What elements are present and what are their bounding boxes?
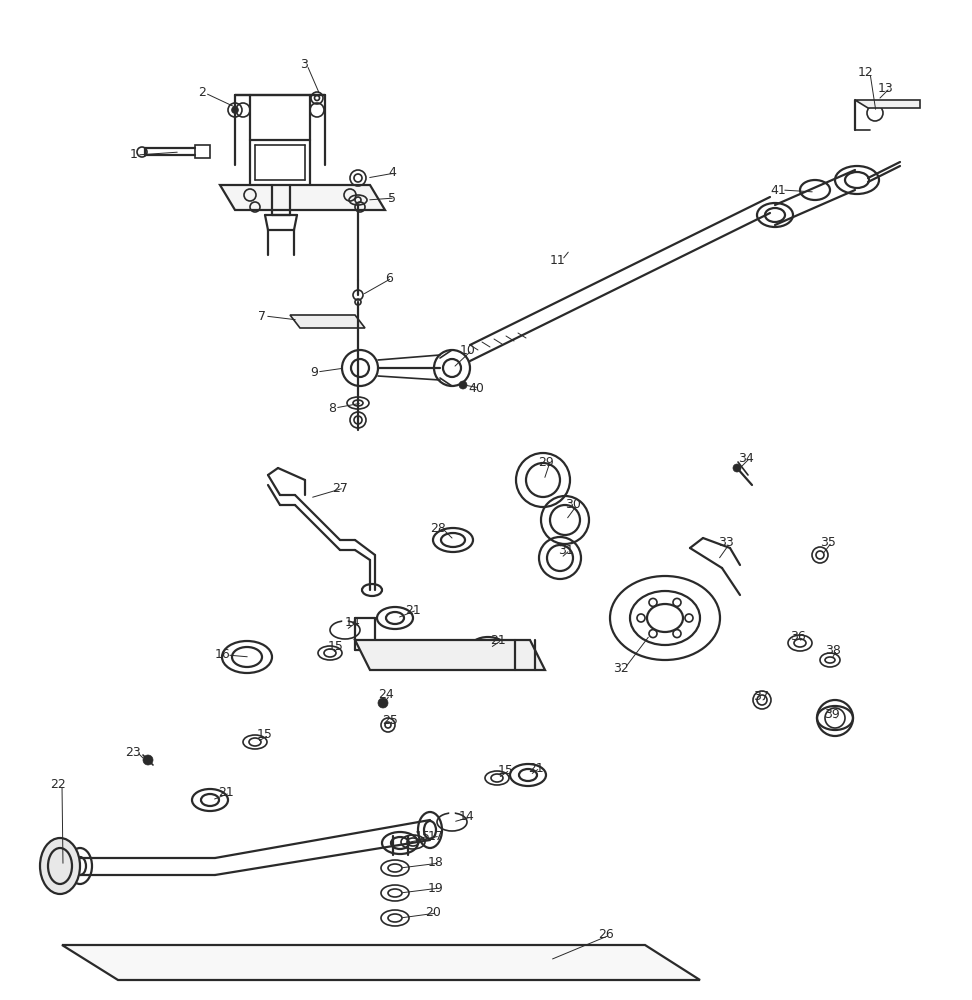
Polygon shape (290, 315, 365, 328)
Text: 21: 21 (218, 786, 233, 800)
Text: 30: 30 (565, 498, 581, 512)
Text: 21: 21 (405, 603, 421, 616)
Text: 40: 40 (468, 381, 484, 394)
Text: 35: 35 (820, 536, 836, 548)
Text: 14: 14 (345, 615, 361, 629)
Text: 10: 10 (460, 344, 476, 357)
Text: 14: 14 (459, 810, 474, 824)
Text: 41: 41 (770, 184, 785, 196)
Text: 34: 34 (738, 452, 753, 464)
Text: 18: 18 (428, 856, 444, 869)
Text: 12: 12 (858, 66, 874, 80)
Text: 36: 36 (790, 630, 806, 643)
Text: 5: 5 (388, 192, 396, 205)
Text: 27: 27 (332, 482, 348, 494)
Text: 15: 15 (415, 830, 431, 842)
Polygon shape (355, 640, 545, 670)
Text: 15: 15 (257, 728, 273, 742)
Text: 4: 4 (388, 166, 396, 180)
Text: 23: 23 (125, 746, 141, 758)
Text: 33: 33 (718, 536, 734, 550)
Text: 6: 6 (385, 271, 393, 284)
Text: 21: 21 (490, 634, 505, 647)
Polygon shape (62, 945, 700, 980)
Circle shape (733, 464, 741, 472)
Text: 31: 31 (558, 544, 573, 556)
Ellipse shape (40, 838, 80, 894)
Text: 22: 22 (50, 778, 66, 792)
Polygon shape (855, 100, 920, 108)
Text: 7: 7 (258, 310, 266, 322)
Circle shape (459, 381, 467, 389)
Text: 3: 3 (300, 58, 308, 72)
Polygon shape (220, 185, 385, 210)
Text: 37: 37 (753, 690, 769, 704)
Circle shape (232, 107, 238, 113)
Text: 24: 24 (378, 688, 394, 702)
Text: 28: 28 (430, 522, 446, 534)
Circle shape (143, 755, 153, 765)
Text: 1: 1 (130, 148, 138, 161)
Text: 26: 26 (598, 928, 613, 942)
Text: 9: 9 (310, 365, 318, 378)
Text: 19: 19 (428, 882, 444, 894)
Text: 15: 15 (328, 641, 344, 654)
Text: 39: 39 (824, 708, 840, 722)
Text: 29: 29 (538, 456, 554, 468)
Text: 25: 25 (382, 714, 398, 726)
Text: 38: 38 (825, 644, 841, 656)
Text: 2: 2 (198, 87, 206, 100)
Text: 16: 16 (215, 648, 230, 662)
Text: 21: 21 (528, 762, 543, 774)
Text: 17: 17 (428, 830, 444, 842)
Text: 11: 11 (550, 253, 566, 266)
Circle shape (378, 698, 388, 708)
Text: 20: 20 (425, 906, 441, 920)
Text: 15: 15 (498, 764, 514, 776)
Text: 32: 32 (613, 662, 629, 674)
Text: 8: 8 (328, 401, 336, 414)
Text: 13: 13 (878, 82, 893, 95)
